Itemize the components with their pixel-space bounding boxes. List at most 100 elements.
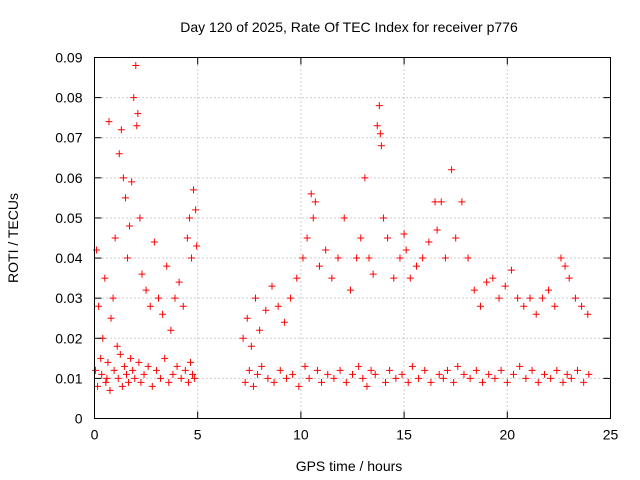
data-point [274, 302, 282, 310]
data-point [340, 214, 348, 222]
data-point [361, 174, 369, 182]
data-point [185, 214, 193, 222]
data-point [522, 374, 530, 382]
x-tick-label: 5 [194, 427, 202, 443]
data-point [118, 382, 126, 390]
data-point [565, 274, 573, 282]
data-point [125, 378, 133, 386]
data-point [95, 302, 103, 310]
data-point [106, 386, 114, 394]
data-point [299, 254, 307, 262]
data-point [334, 254, 342, 262]
data-point [117, 126, 125, 134]
data-point [103, 374, 111, 382]
data-point [191, 374, 199, 382]
data-point [443, 366, 451, 374]
data-point [132, 62, 140, 70]
data-point [137, 378, 145, 386]
data-point [97, 354, 105, 362]
plot-frame [94, 57, 611, 419]
data-point [328, 274, 336, 282]
data-point [126, 222, 134, 230]
data-point [146, 302, 154, 310]
data-point [324, 370, 332, 378]
data-point [264, 374, 272, 382]
data-point [119, 174, 127, 182]
data-point [376, 130, 384, 138]
data-point [249, 382, 257, 390]
data-point [585, 370, 593, 378]
y-tick-label: 0.06 [55, 170, 82, 186]
data-point [346, 286, 354, 294]
data-point [373, 122, 381, 130]
data-point [173, 362, 181, 370]
axis-ticks [94, 57, 611, 419]
data-point [441, 254, 449, 262]
data-point [175, 278, 183, 286]
data-point [330, 374, 338, 382]
x-tick-label: 10 [293, 427, 309, 443]
data-point [365, 254, 373, 262]
data-point [133, 122, 141, 130]
data-point [114, 374, 122, 382]
data-points [92, 62, 593, 394]
data-point [254, 370, 262, 378]
data-point [241, 378, 249, 386]
x-tick-label: 20 [500, 427, 516, 443]
data-point [270, 378, 278, 386]
x-tick-label: 25 [603, 427, 619, 443]
data-point [92, 366, 100, 374]
data-point [163, 262, 171, 270]
data-point [491, 374, 499, 382]
data-point [398, 370, 406, 378]
data-point [107, 314, 115, 322]
data-point [161, 354, 169, 362]
y-tick-label: 0.07 [55, 130, 82, 146]
data-point [396, 254, 404, 262]
data-point [514, 294, 522, 302]
data-point [144, 362, 152, 370]
chart-title: Day 120 of 2025, Rate Of TEC Index for r… [180, 19, 518, 35]
data-point [184, 378, 192, 386]
data-point [557, 254, 565, 262]
data-point [159, 310, 167, 318]
x-tick-labels: 0 5 10 15 20 25 [91, 427, 619, 443]
data-point [276, 366, 284, 374]
data-point [479, 378, 487, 386]
data-point [113, 342, 121, 350]
data-point [342, 378, 350, 386]
data-point [540, 370, 548, 378]
data-point [150, 238, 158, 246]
data-point [489, 274, 497, 282]
data-point [379, 214, 387, 222]
data-point [322, 246, 330, 254]
data-point [301, 362, 309, 370]
y-tick-label: 0.05 [55, 210, 82, 226]
data-point [501, 282, 509, 290]
data-point [584, 310, 592, 318]
data-point [311, 198, 319, 206]
data-point [315, 262, 323, 270]
data-point [258, 362, 266, 370]
data-point [439, 374, 447, 382]
data-point [181, 366, 189, 374]
data-point [435, 370, 443, 378]
data-point [431, 198, 439, 206]
data-point [421, 366, 429, 374]
data-point [122, 370, 130, 378]
data-point [268, 282, 276, 290]
data-point [152, 366, 160, 374]
data-point [528, 366, 536, 374]
data-point [567, 374, 575, 382]
grid-lines [94, 57, 611, 419]
data-point [129, 366, 137, 374]
data-point [138, 270, 146, 278]
data-point [307, 190, 315, 198]
data-point [580, 378, 588, 386]
data-point [134, 110, 142, 118]
data-point [382, 378, 390, 386]
x-axis-label: GPS time / hours [296, 458, 403, 474]
data-point [547, 374, 555, 382]
data-point [130, 94, 138, 102]
data-point [186, 358, 194, 366]
